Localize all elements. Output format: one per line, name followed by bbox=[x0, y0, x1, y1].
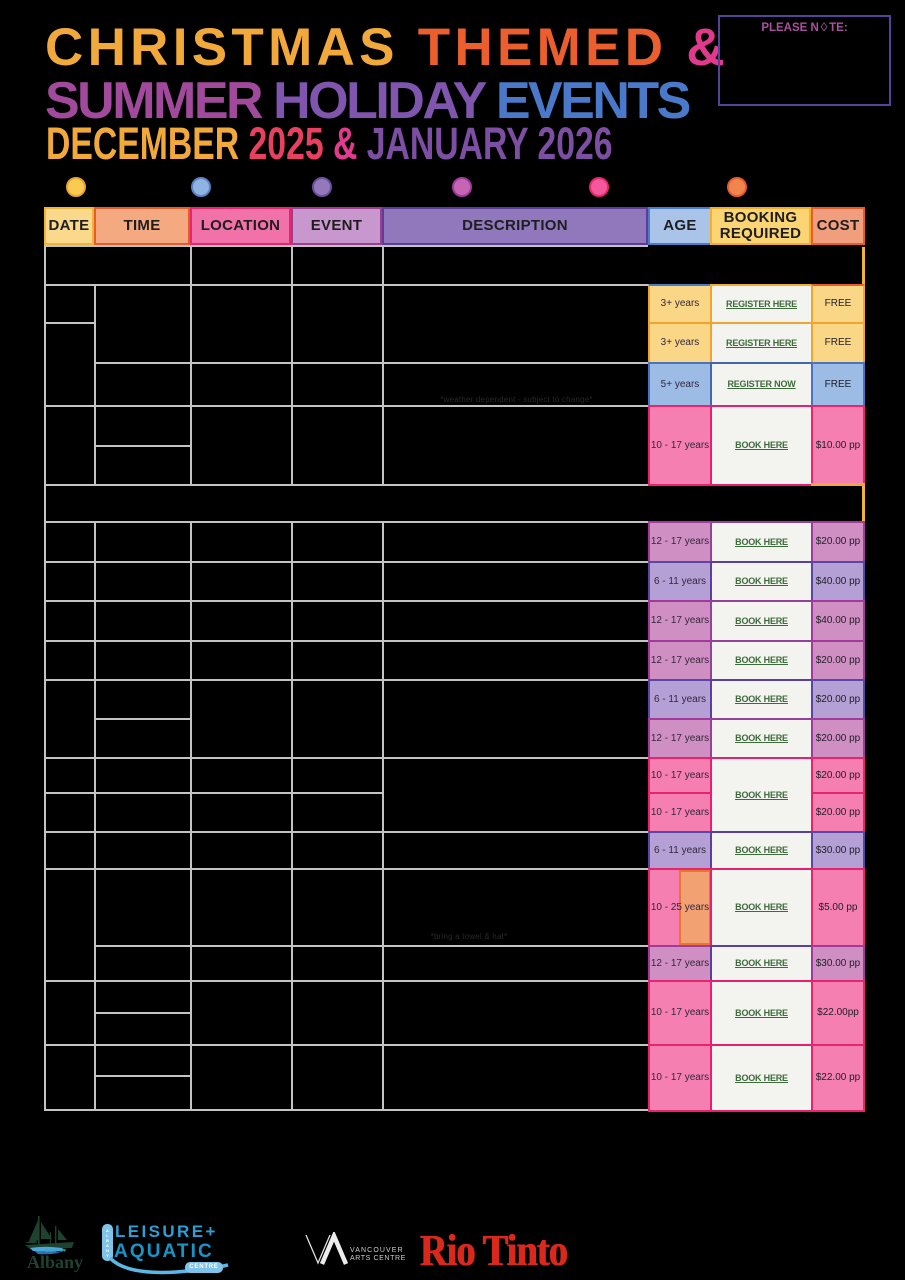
svg-text:ARTS CENTRE: ARTS CENTRE bbox=[350, 1255, 406, 1262]
svg-text:VANCOUVER: VANCOUVER bbox=[350, 1247, 404, 1254]
